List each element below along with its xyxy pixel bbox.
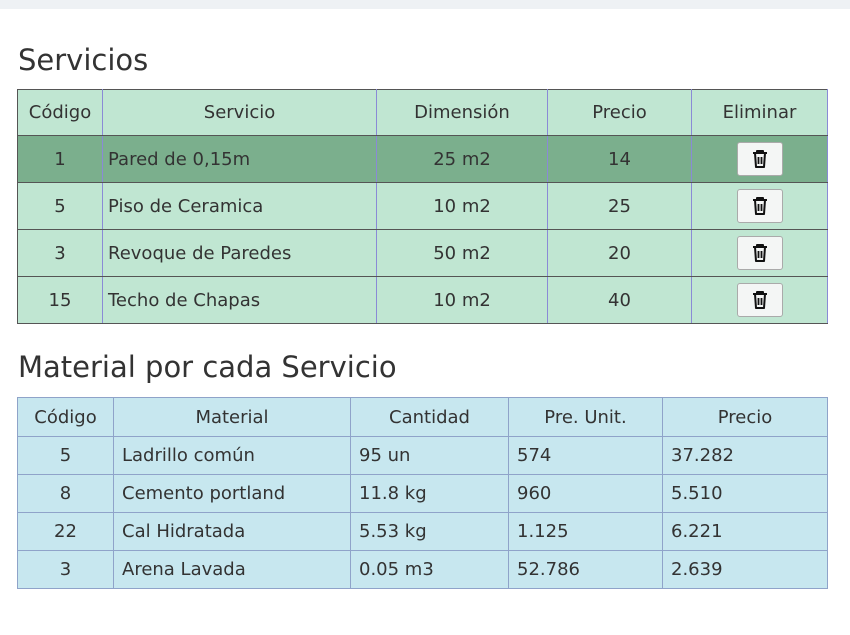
table-row[interactable]: 5 Piso de Ceramica 10 m2 25 — [17, 182, 828, 230]
trash-icon — [752, 197, 767, 215]
services-title: Servicios — [18, 43, 149, 77]
material-code: 22 — [17, 512, 114, 551]
service-code: 3 — [17, 229, 103, 277]
material-quantity: 11.8 kg — [350, 474, 509, 513]
material-code: 5 — [17, 436, 114, 475]
col-header-material[interactable]: Material — [113, 397, 351, 437]
col-header-servicio[interactable]: Servicio — [102, 89, 377, 136]
table-row[interactable]: 5 Ladrillo común 95 un 574 37.282 — [17, 436, 828, 475]
service-name: Pared de 0,15m — [102, 135, 377, 183]
table-row[interactable]: 22 Cal Hidratada 5.53 kg 1.125 6.221 — [17, 512, 828, 551]
material-price: 2.639 — [662, 550, 828, 589]
service-dimension: 25 m2 — [376, 135, 548, 183]
services-header-row: Código Servicio Dimensión Precio Elimina… — [17, 89, 828, 136]
material-unit-price: 1.125 — [508, 512, 663, 551]
material-code: 8 — [17, 474, 114, 513]
col-header-pre-unit[interactable]: Pre. Unit. — [508, 397, 663, 437]
service-code: 15 — [17, 276, 103, 324]
materials-table: Código Material Cantidad Pre. Unit. Prec… — [17, 397, 828, 589]
material-unit-price: 52.786 — [508, 550, 663, 589]
services-table: Código Servicio Dimensión Precio Elimina… — [17, 89, 828, 324]
service-price: 20 — [547, 229, 692, 277]
material-quantity: 95 un — [350, 436, 509, 475]
material-price: 37.282 — [662, 436, 828, 475]
delete-cell — [691, 276, 828, 324]
service-name: Techo de Chapas — [102, 276, 377, 324]
service-price: 40 — [547, 276, 692, 324]
material-price: 6.221 — [662, 512, 828, 551]
table-row[interactable]: 3 Arena Lavada 0.05 m3 52.786 2.639 — [17, 550, 828, 589]
table-row[interactable]: 1 Pared de 0,15m 25 m2 14 — [17, 135, 828, 183]
delete-cell — [691, 229, 828, 277]
delete-button[interactable] — [736, 189, 783, 223]
service-name: Revoque de Paredes — [102, 229, 377, 277]
delete-button[interactable] — [736, 236, 783, 270]
table-row[interactable]: 8 Cemento portland 11.8 kg 960 5.510 — [17, 474, 828, 513]
service-name: Piso de Ceramica — [102, 182, 377, 230]
material-quantity: 5.53 kg — [350, 512, 509, 551]
materials-title: Material por cada Servicio — [18, 350, 397, 384]
service-code: 1 — [17, 135, 103, 183]
material-code: 3 — [17, 550, 114, 589]
delete-button[interactable] — [736, 283, 783, 317]
trash-icon — [752, 291, 767, 309]
service-dimension: 10 m2 — [376, 276, 548, 324]
service-code: 5 — [17, 182, 103, 230]
material-unit-price: 960 — [508, 474, 663, 513]
delete-cell — [691, 182, 828, 230]
service-dimension: 50 m2 — [376, 229, 548, 277]
col-header-cantidad[interactable]: Cantidad — [350, 397, 509, 437]
col-header-eliminar: Eliminar — [691, 89, 828, 136]
service-dimension: 10 m2 — [376, 182, 548, 230]
col-header-codigo[interactable]: Código — [17, 397, 114, 437]
col-header-codigo[interactable]: Código — [17, 89, 103, 136]
materials-header-row: Código Material Cantidad Pre. Unit. Prec… — [17, 397, 828, 437]
material-price: 5.510 — [662, 474, 828, 513]
material-quantity: 0.05 m3 — [350, 550, 509, 589]
material-name: Arena Lavada — [113, 550, 351, 589]
delete-button[interactable] — [736, 142, 783, 176]
col-header-dimension[interactable]: Dimensión — [376, 89, 548, 136]
table-row[interactable]: 15 Techo de Chapas 10 m2 40 — [17, 276, 828, 324]
trash-icon — [752, 244, 767, 262]
col-header-precio[interactable]: Precio — [547, 89, 692, 136]
table-row[interactable]: 3 Revoque de Paredes 50 m2 20 — [17, 229, 828, 277]
material-name: Cal Hidratada — [113, 512, 351, 551]
material-unit-price: 574 — [508, 436, 663, 475]
material-name: Ladrillo común — [113, 436, 351, 475]
top-bar — [0, 0, 850, 9]
delete-cell — [691, 135, 828, 183]
service-price: 14 — [547, 135, 692, 183]
trash-icon — [752, 150, 767, 168]
col-header-precio[interactable]: Precio — [662, 397, 828, 437]
service-price: 25 — [547, 182, 692, 230]
material-name: Cemento portland — [113, 474, 351, 513]
